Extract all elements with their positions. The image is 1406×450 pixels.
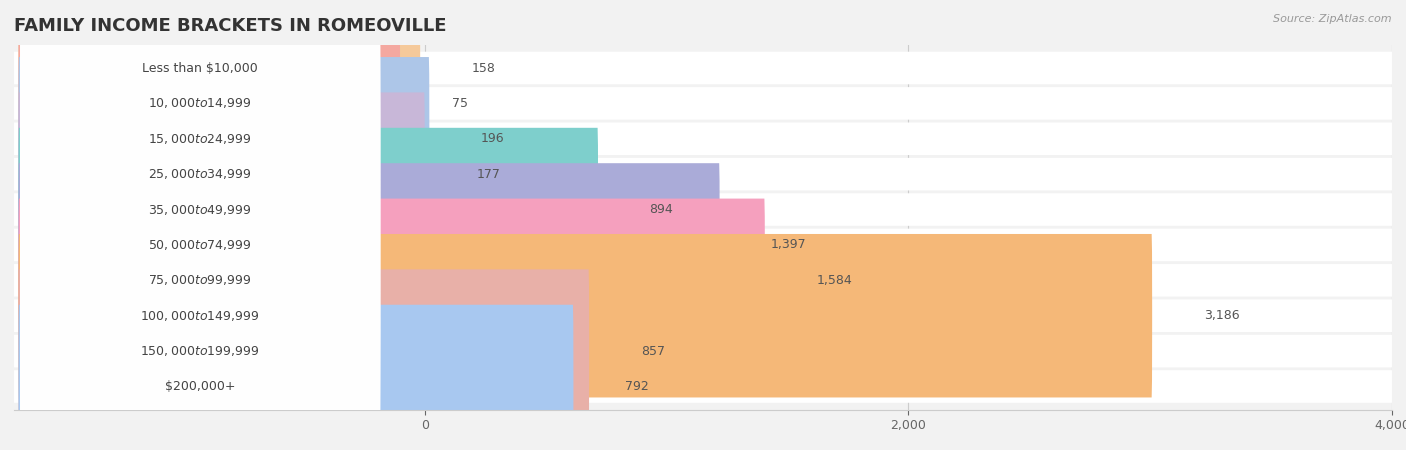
FancyBboxPatch shape [20,0,380,220]
FancyBboxPatch shape [18,22,401,185]
FancyBboxPatch shape [18,198,765,362]
Text: $75,000 to $99,999: $75,000 to $99,999 [149,273,252,288]
FancyBboxPatch shape [18,0,420,150]
FancyBboxPatch shape [18,128,598,291]
FancyBboxPatch shape [18,92,425,256]
FancyBboxPatch shape [18,163,720,327]
Text: 196: 196 [481,132,505,145]
Text: FAMILY INCOME BRACKETS IN ROMEOVILLE: FAMILY INCOME BRACKETS IN ROMEOVILLE [14,17,447,35]
FancyBboxPatch shape [20,235,380,450]
Text: $200,000+: $200,000+ [165,380,235,393]
Text: 3,186: 3,186 [1204,309,1239,322]
Text: $10,000 to $14,999: $10,000 to $14,999 [149,96,252,110]
FancyBboxPatch shape [20,129,380,361]
Text: 75: 75 [451,97,468,110]
Text: $15,000 to $24,999: $15,000 to $24,999 [149,132,252,146]
FancyBboxPatch shape [20,58,380,291]
Text: $100,000 to $149,999: $100,000 to $149,999 [141,309,260,323]
Text: Source: ZipAtlas.com: Source: ZipAtlas.com [1274,14,1392,23]
Text: 857: 857 [641,345,665,358]
FancyBboxPatch shape [20,270,380,450]
Text: Less than $10,000: Less than $10,000 [142,62,259,75]
Text: 1,397: 1,397 [770,238,807,252]
FancyBboxPatch shape [14,335,1392,367]
Text: 158: 158 [471,62,495,75]
FancyBboxPatch shape [20,93,380,326]
FancyBboxPatch shape [20,164,380,397]
FancyBboxPatch shape [14,158,1392,190]
FancyBboxPatch shape [14,194,1392,226]
FancyBboxPatch shape [14,299,1392,332]
FancyBboxPatch shape [20,22,380,255]
FancyBboxPatch shape [14,264,1392,297]
FancyBboxPatch shape [20,199,380,432]
Text: 894: 894 [650,203,673,216]
FancyBboxPatch shape [14,229,1392,261]
FancyBboxPatch shape [14,122,1392,155]
Text: 1,584: 1,584 [817,274,852,287]
FancyBboxPatch shape [14,52,1392,84]
Text: $25,000 to $34,999: $25,000 to $34,999 [149,167,252,181]
FancyBboxPatch shape [18,270,589,433]
FancyBboxPatch shape [18,234,1152,397]
Text: $35,000 to $49,999: $35,000 to $49,999 [149,202,252,216]
Text: $150,000 to $199,999: $150,000 to $199,999 [141,344,260,358]
FancyBboxPatch shape [14,87,1392,120]
FancyBboxPatch shape [14,370,1392,403]
Text: 792: 792 [624,380,648,393]
FancyBboxPatch shape [20,0,380,184]
Text: 177: 177 [477,168,501,180]
FancyBboxPatch shape [18,305,574,450]
Text: $50,000 to $74,999: $50,000 to $74,999 [149,238,252,252]
FancyBboxPatch shape [18,57,429,220]
